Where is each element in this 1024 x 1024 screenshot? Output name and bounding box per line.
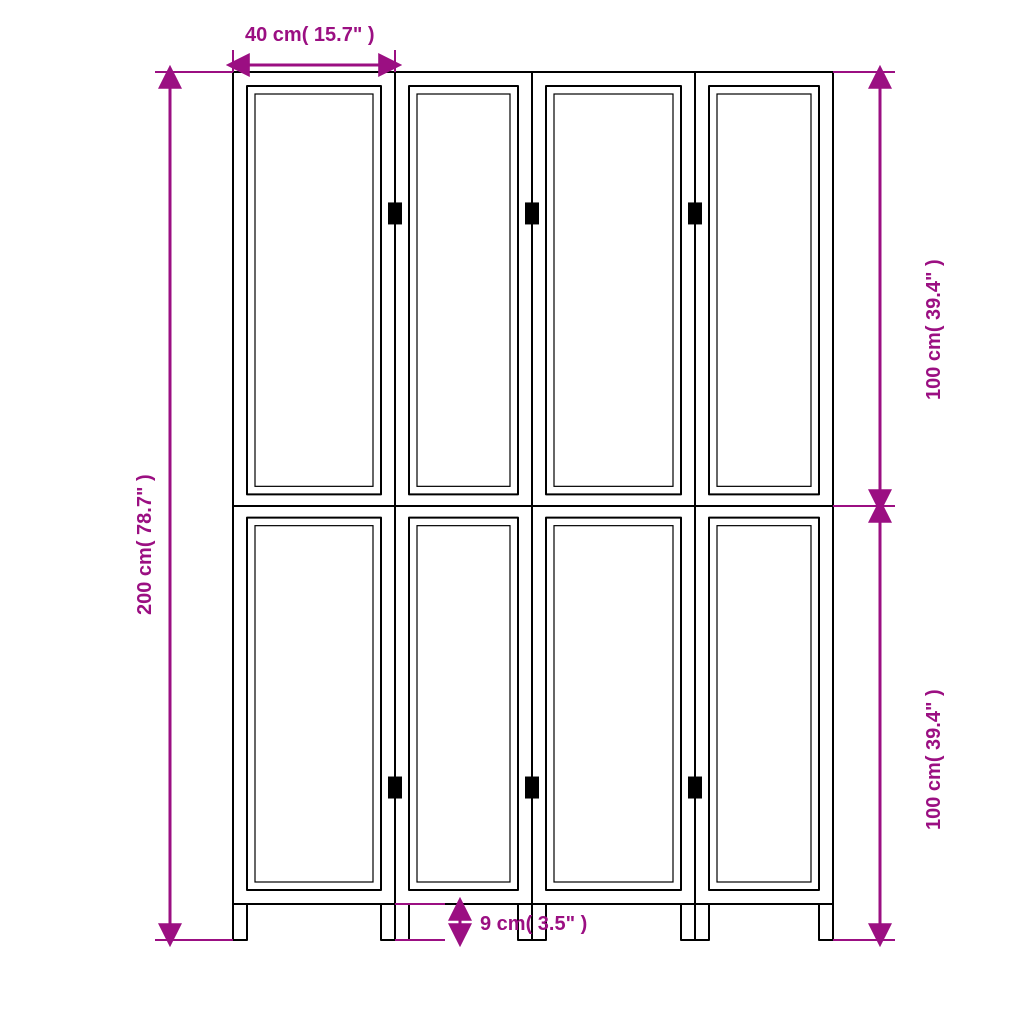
dim-height-left: 200 cm( 78.7" ) (133, 474, 158, 615)
dim-width-top: 40 cm( 15.7" ) (245, 23, 375, 48)
dim-leg: 9 cm( 3.5" ) (480, 912, 587, 937)
dim-upper-right: 100 cm( 39.4" ) (922, 259, 947, 400)
dim-lower-right: 100 cm( 39.4" ) (922, 689, 947, 830)
